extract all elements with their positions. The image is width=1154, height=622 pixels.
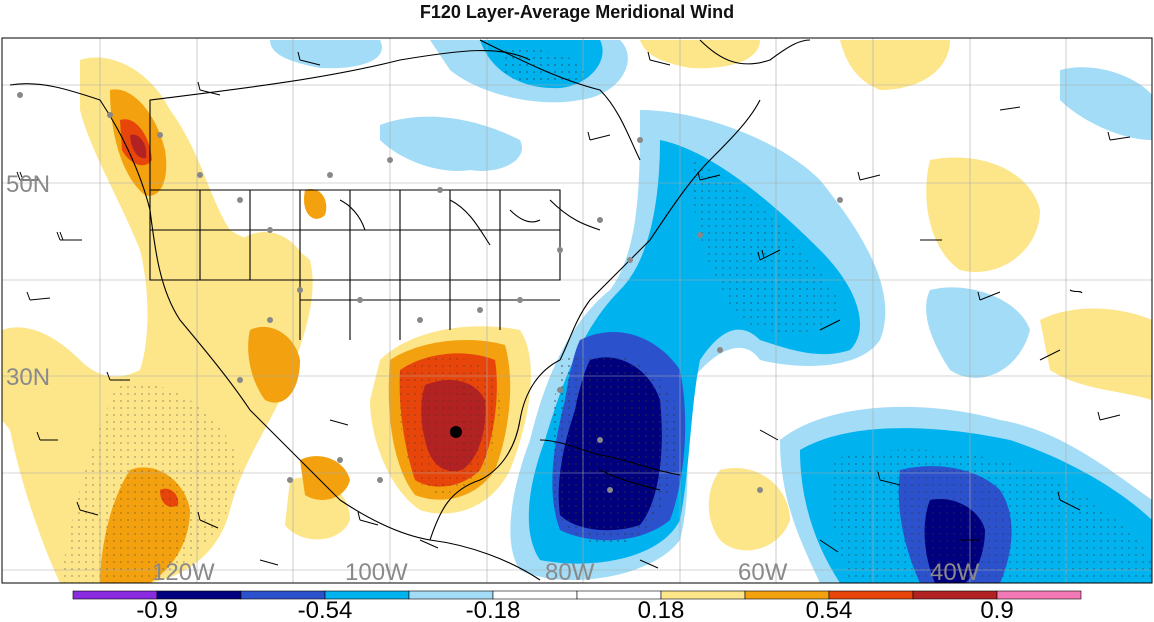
colorbar-label-m054: -0.54 <box>298 597 353 622</box>
wind-barbs <box>16 51 1131 569</box>
lat-lon-grid <box>2 38 1152 583</box>
lon-label-40w: 40W <box>930 559 980 586</box>
lon-label-120w: 120W <box>152 559 215 586</box>
colorbar-label-m09: -0.9 <box>136 597 177 622</box>
colorbar <box>72 590 1082 600</box>
lon-label-80w: 80W <box>545 559 595 586</box>
lat-label-50n: 50N <box>6 171 50 198</box>
lon-label-60w: 60W <box>738 559 788 586</box>
map-frame <box>1 37 1153 584</box>
center-marker <box>450 426 462 438</box>
station-dots <box>17 92 843 493</box>
lon-label-100w: 100W <box>345 559 408 586</box>
colorbar-label-054: 0.54 <box>806 597 853 622</box>
map-title: F120 Layer-Average Meridional Wind <box>419 2 735 22</box>
colorbar-label-018: 0.18 <box>638 597 685 622</box>
coastlines <box>9 39 1083 581</box>
shaded-field <box>2 38 1152 583</box>
lat-label-30n: 30N <box>6 364 50 391</box>
colorbar-segment <box>996 590 1082 600</box>
colorbar-label-m018: -0.18 <box>466 597 521 622</box>
colorbar-label-09: 0.9 <box>980 597 1013 622</box>
